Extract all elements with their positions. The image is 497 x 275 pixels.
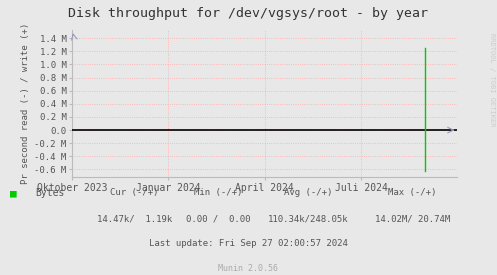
Text: Cur (-/+): Cur (-/+)	[110, 188, 159, 197]
Text: 110.34k/248.05k: 110.34k/248.05k	[268, 214, 348, 224]
Text: Bytes: Bytes	[35, 188, 64, 198]
Text: ■: ■	[10, 188, 17, 198]
Text: Max (-/+): Max (-/+)	[388, 188, 437, 197]
Text: Disk throughput for /dev/vgsys/root - by year: Disk throughput for /dev/vgsys/root - by…	[69, 7, 428, 20]
Text: Last update: Fri Sep 27 02:00:57 2024: Last update: Fri Sep 27 02:00:57 2024	[149, 239, 348, 248]
Text: Avg (-/+): Avg (-/+)	[284, 188, 332, 197]
Text: 0.00 /  0.00: 0.00 / 0.00	[186, 214, 251, 224]
Text: Min (-/+): Min (-/+)	[194, 188, 243, 197]
Text: RRDTOOL / TOBI OETIKER: RRDTOOL / TOBI OETIKER	[489, 33, 495, 126]
Text: 14.02M/ 20.74M: 14.02M/ 20.74M	[375, 214, 450, 224]
Text: 14.47k/  1.19k: 14.47k/ 1.19k	[96, 214, 172, 224]
Text: Munin 2.0.56: Munin 2.0.56	[219, 264, 278, 273]
Y-axis label: Pr second read (-) / write (+): Pr second read (-) / write (+)	[21, 23, 30, 185]
